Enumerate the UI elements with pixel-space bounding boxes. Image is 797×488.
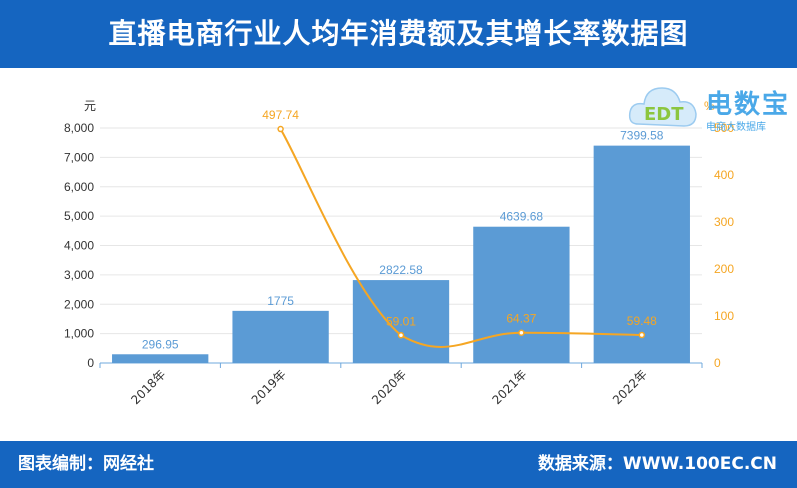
bar-value-label: 4639.68 [500,210,544,224]
y-left-tick-label: 7,000 [64,150,94,164]
bar [112,354,209,363]
header-band: 直播电商行业人均年消费额及其增长率数据图 [0,0,797,68]
footer-credit: 图表编制：网经社 [18,454,154,474]
y-right-tick-label: 100 [714,309,734,323]
y-right-tick-label: 400 [714,168,734,182]
line-point [638,331,646,339]
bar-value-label: 2822.58 [379,263,423,277]
bar [232,310,329,363]
x-tick-label: 2021年 [490,367,530,407]
footer-source: 数据来源：WWW.100EC.CN [537,454,777,474]
y-left-unit: 元 [84,99,96,113]
y-left-tick-label: 8,000 [64,121,94,135]
y-left-tick-label: 4,000 [64,239,94,253]
line-value-label: 64.37 [506,312,536,326]
line-value-label: 59.48 [627,314,657,328]
line-point [397,332,405,339]
line-value-label: 59.01 [386,314,416,328]
x-tick-label: 2018年 [128,367,168,407]
y-left-tick-label: 0 [87,356,94,370]
x-tick-label: 2020年 [369,367,409,407]
y-left-tick-label: 6,000 [64,180,94,194]
bar-value-label: 7399.58 [620,129,664,143]
logo-name: 电数宝 [706,90,791,120]
x-tick-label: 2022年 [610,367,650,407]
page-title: 直播电商行业人均年消费额及其增长率数据图 [108,17,689,50]
bar [593,145,690,363]
logo-mark: EDT [644,104,684,125]
growth-rate-line [279,128,642,348]
line-point [277,125,284,133]
x-tick-label: 2019年 [249,367,289,407]
bar [473,226,570,363]
y-right-tick-label: 500 [714,121,734,135]
y-right-tick-label: 200 [714,262,734,276]
chart: 0 1,000 2,000 3,000 4,000 5,000 6,000 7,000 8,00… [64,99,734,407]
bar-value-label: 1775 [267,294,294,308]
line-point [518,329,525,336]
bar-value-label: 296.95 [142,337,179,351]
cloud-logo-icon: EDT [628,87,697,127]
footer-band: 图表编制：网经社 数据来源：WWW.100EC.CN [0,441,797,488]
y-right-unit: % [704,99,715,113]
bar [352,280,450,363]
line-value-label: 497.74 [262,108,299,122]
logo-tagline: 电商大数据库 [706,122,766,133]
y-left-tick-label: 5,000 [64,209,94,223]
y-right-tick-label: 0 [714,356,721,370]
y-left-tick-label: 1,000 [64,327,94,341]
y-left-tick-label: 3,000 [64,268,94,282]
y-right-tick-label: 300 [714,215,734,229]
y-left-tick-label: 2,000 [64,297,94,311]
